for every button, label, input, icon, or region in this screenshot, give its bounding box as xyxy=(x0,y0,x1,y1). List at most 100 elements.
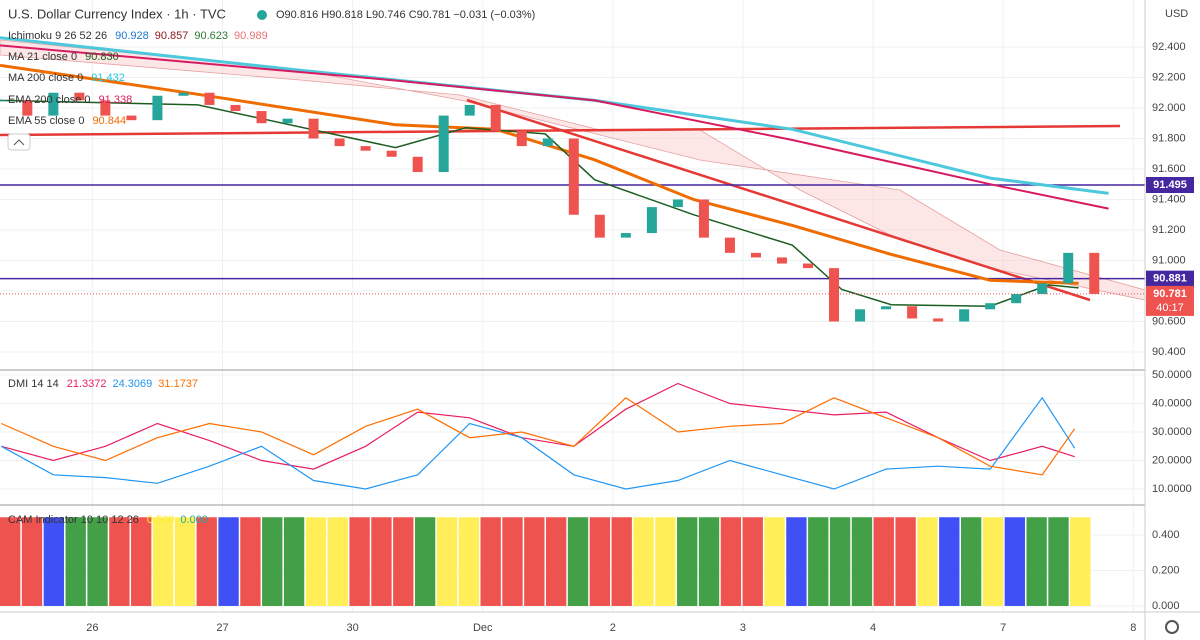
y-tick-label: 0.200 xyxy=(1152,564,1180,576)
y-tick-label: 91.200 xyxy=(1152,224,1186,236)
cam-bar xyxy=(655,517,676,606)
cam-bar xyxy=(262,517,283,606)
cam-bar xyxy=(65,517,86,606)
cam-bar xyxy=(808,517,829,606)
candle xyxy=(620,233,631,238)
cam-bar xyxy=(611,517,632,606)
cam-bar xyxy=(851,517,873,606)
y-tick-label: 50.0000 xyxy=(1152,369,1192,381)
y-tick-label: 91.400 xyxy=(1152,193,1186,205)
candle xyxy=(1063,252,1074,284)
candle xyxy=(985,303,996,310)
candle xyxy=(412,156,423,173)
indicator-value: 0.000 xyxy=(180,514,208,526)
cam-bar xyxy=(829,517,851,606)
dmi-line xyxy=(1,396,1076,490)
indicator-value: 90.623 xyxy=(194,30,228,42)
cam-bar xyxy=(720,517,742,606)
indicator-value: 90.989 xyxy=(234,30,268,42)
candle xyxy=(490,104,501,131)
moving-average xyxy=(0,63,1079,285)
candle xyxy=(0,100,7,102)
indicator-value: 31.1737 xyxy=(158,378,198,390)
x-tick-label: 2 xyxy=(610,622,616,634)
candle xyxy=(256,111,267,124)
y-tick-label: 30.0000 xyxy=(1152,426,1192,438)
cam-bar xyxy=(109,517,130,606)
candle xyxy=(204,92,215,105)
legend: U.S. Dollar Currency Index · 1h · TVC O9… xyxy=(8,6,535,525)
candle xyxy=(100,100,111,116)
axes: 92.400 92.200 92.000 91.800 91.600 91.400 91.2… xyxy=(86,8,1194,634)
cam-bar xyxy=(698,517,720,606)
candle xyxy=(282,118,293,124)
cam-bar xyxy=(414,517,436,606)
cam-bar xyxy=(677,517,698,606)
cam-bar xyxy=(895,517,916,606)
cam-bar xyxy=(87,517,108,606)
candle xyxy=(803,263,814,269)
candle xyxy=(126,115,137,121)
candle xyxy=(542,138,553,147)
cam-bar xyxy=(982,517,1004,606)
cam-bar xyxy=(524,517,545,606)
cam-bar xyxy=(436,517,458,606)
y-tick-label: 91.000 xyxy=(1152,254,1186,266)
cam-bar xyxy=(873,517,894,606)
candle xyxy=(881,306,892,310)
cam-bar xyxy=(174,517,196,606)
collapse-legend[interactable] xyxy=(7,133,31,151)
candle xyxy=(22,100,33,116)
y-tick-label: 0.000 xyxy=(1152,600,1180,612)
indicator-name: EMA 200 close 0 xyxy=(8,94,91,106)
cam-bar xyxy=(1048,517,1069,606)
indicator-name: DMI 14 14 xyxy=(8,378,59,390)
symbol: U.S. Dollar Currency Index · 1h · TVC xyxy=(8,6,226,21)
cam-bar xyxy=(327,517,348,606)
candle xyxy=(776,257,787,264)
cam-bar xyxy=(917,517,938,606)
ohlc: O90.816 H90.818 L90.746 C90.781 −0.031 (… xyxy=(276,9,535,21)
candle xyxy=(829,268,840,322)
x-tick-label: 26 xyxy=(86,622,98,634)
y-tick-label: 20.0000 xyxy=(1152,454,1192,466)
plot xyxy=(0,36,1145,606)
last-price-label: 90.781 xyxy=(1153,288,1187,300)
candle xyxy=(672,199,683,208)
x-tick-label: 30 xyxy=(346,622,358,634)
cam-bar xyxy=(349,517,370,606)
candle xyxy=(334,138,345,147)
candle xyxy=(959,309,970,322)
candle xyxy=(516,130,527,147)
candle xyxy=(74,92,85,101)
countdown: 40:17 xyxy=(1156,302,1184,314)
cam-bar xyxy=(240,517,261,606)
indicator-name: CAM Indicator 10 10 12 26 xyxy=(8,514,139,526)
cam-bar xyxy=(502,517,523,606)
cam-bar xyxy=(480,517,501,606)
candle xyxy=(568,138,579,215)
y-tick-label: 91.600 xyxy=(1152,163,1186,175)
cam-bar xyxy=(131,517,152,606)
x-tick-label: 27 xyxy=(216,622,228,634)
y-tick-label: 90.400 xyxy=(1152,346,1186,358)
cam-bar xyxy=(567,517,589,606)
cam-bar xyxy=(458,517,479,606)
candle xyxy=(750,252,761,258)
candle xyxy=(724,237,735,253)
indicator-name: EMA 55 close 0 xyxy=(8,115,84,127)
indicator-name: Ichimoku 9 26 52 26 xyxy=(8,30,107,42)
x-tick-label: Dec xyxy=(473,622,493,634)
level-badge xyxy=(1146,270,1194,287)
indicator-value: 21.3372 xyxy=(67,378,107,390)
level-label: 90.881 xyxy=(1153,273,1187,285)
y-tick-label: 0.400 xyxy=(1152,529,1180,541)
candle xyxy=(386,150,397,157)
cam-bar xyxy=(305,517,327,606)
cam-bar xyxy=(1004,517,1025,606)
last-price-badge xyxy=(1146,285,1194,316)
cam-bar xyxy=(1070,517,1091,606)
settings-button[interactable] xyxy=(1165,620,1179,634)
candle xyxy=(178,92,189,96)
